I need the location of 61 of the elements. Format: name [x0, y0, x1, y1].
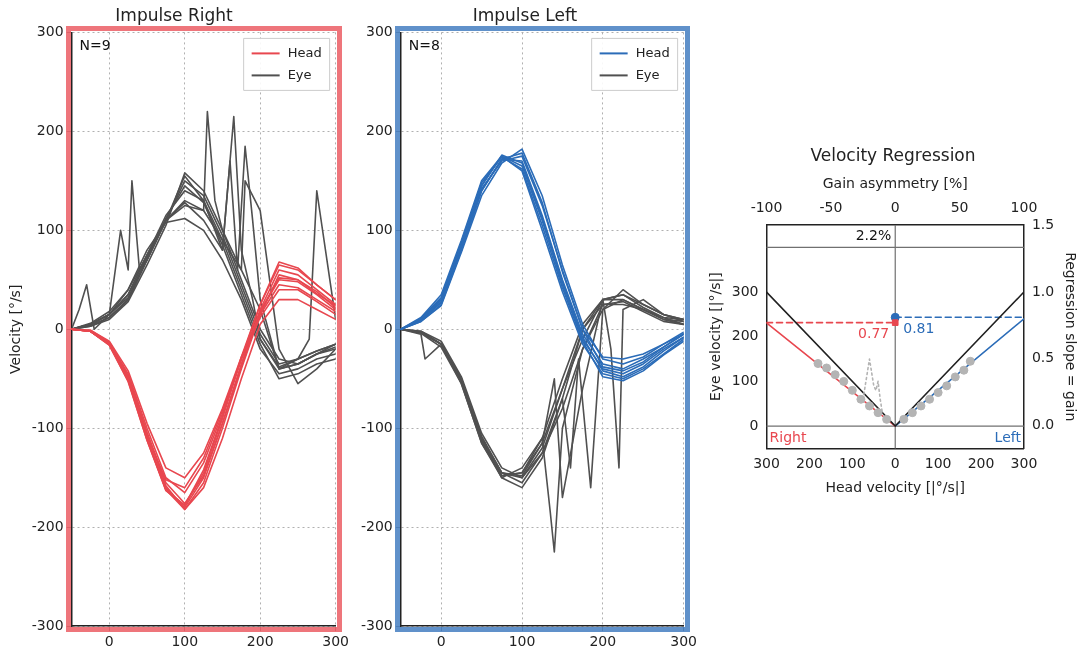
- y-tick-label: 300: [366, 23, 393, 40]
- x-tick-label: 0: [104, 633, 114, 650]
- y2-tick-label: 1.5: [1031, 215, 1055, 232]
- x2-axis-title: Gain asymmetry [%]: [822, 175, 968, 192]
- x-tick-label: 100: [924, 455, 952, 472]
- legend-label: Head: [635, 44, 670, 60]
- x2-tick-label: 100: [1010, 199, 1038, 216]
- x2-tick-label: -100: [750, 199, 783, 216]
- x-tick-label: 200: [246, 633, 274, 650]
- y-tick-label: 0: [383, 319, 393, 336]
- y-tick-label: -200: [360, 517, 393, 534]
- legend-label: Eye: [287, 66, 312, 82]
- y2-tick-label: 0.0: [1031, 416, 1055, 433]
- x-tick-label: 300: [322, 633, 350, 650]
- y-tick-label: -300: [31, 616, 64, 633]
- x-tick-label: 300: [670, 633, 698, 650]
- y-tick-label: 200: [731, 327, 759, 344]
- chart-title: Impulse Left: [472, 4, 578, 25]
- chart-title: Velocity Regression: [810, 144, 976, 165]
- y-tick-label: 0: [54, 319, 64, 336]
- y-tick-label: -100: [31, 418, 64, 435]
- x-tick-label: 100: [508, 633, 536, 650]
- y-tick-label: -100: [360, 418, 393, 435]
- legend-label: Eye: [635, 66, 660, 82]
- x-axis-title: Head velocity [|°/s|]: [825, 479, 966, 497]
- annotation: 2.2%: [855, 226, 892, 243]
- y-tick-label: 100: [36, 220, 64, 237]
- legend-label: Head: [287, 44, 322, 60]
- x-tick-label: 200: [589, 633, 617, 650]
- x2-tick-label: 50: [950, 199, 969, 216]
- y-tick-label: 300: [731, 282, 759, 299]
- y-tick-label: -200: [31, 517, 64, 534]
- x-tick-label: 200: [796, 455, 823, 472]
- x2-tick-label: 0: [890, 199, 900, 216]
- y2-axis-title: Regression slope = gain: [1062, 252, 1079, 422]
- y-tick-label: 0: [749, 416, 759, 433]
- data-label: 0.81: [903, 319, 935, 336]
- annotation: N=9: [79, 37, 111, 54]
- y-tick-label: 100: [366, 220, 393, 237]
- x-tick-label: 300: [1010, 455, 1038, 472]
- y-axis-title: Velocity [°/s]: [7, 284, 24, 374]
- y-axis-title: Eye velocity [|°/s|]: [707, 272, 725, 402]
- y-tick-label: 200: [366, 122, 393, 139]
- x2-tick-label: -50: [819, 199, 843, 216]
- annotation: Left: [994, 429, 1022, 446]
- annotation: N=8: [408, 37, 440, 54]
- y2-tick-label: 0.5: [1031, 349, 1055, 366]
- y-tick-label: 300: [36, 23, 64, 40]
- y-tick-label: 100: [731, 372, 759, 389]
- x-tick-label: 200: [967, 455, 995, 472]
- x-tick-label: 100: [171, 633, 199, 650]
- x-tick-label: 0: [890, 455, 900, 472]
- y2-tick-label: 1.0: [1031, 282, 1055, 299]
- data-label: 0.77: [858, 325, 890, 342]
- y-tick-label: -300: [360, 616, 393, 633]
- chart-title: Impulse Right: [115, 4, 233, 25]
- x-tick-label: 300: [753, 455, 780, 472]
- x-tick-label: 100: [838, 455, 866, 472]
- x-tick-label: 0: [436, 633, 446, 650]
- annotation: Right: [769, 429, 807, 446]
- y-tick-label: 200: [36, 122, 64, 139]
